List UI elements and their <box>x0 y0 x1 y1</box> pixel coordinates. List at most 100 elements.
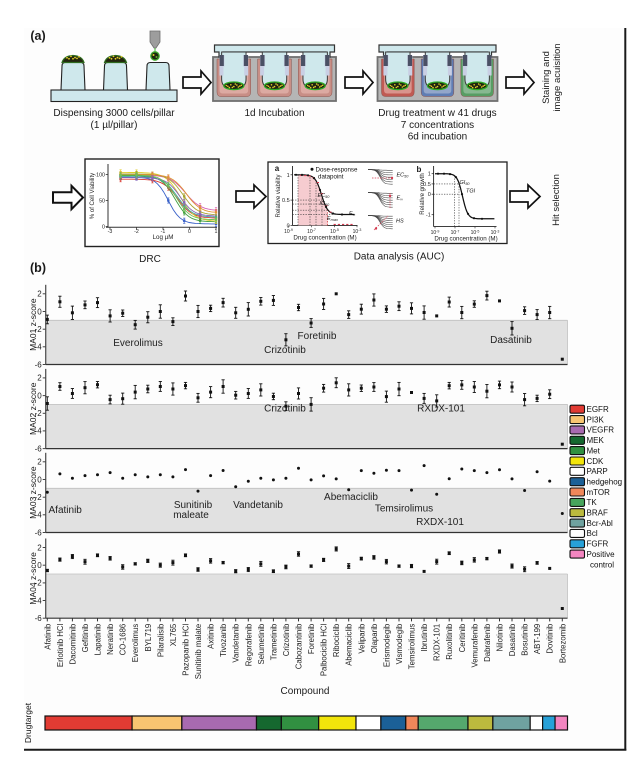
svg-text:HS: HS <box>396 219 404 225</box>
svg-text:1: 1 <box>428 172 431 178</box>
svg-text:Abemaciclib: Abemaciclib <box>324 492 378 503</box>
svg-text:2: 2 <box>37 374 42 383</box>
svg-text:BYL719: BYL719 <box>144 624 153 652</box>
svg-text:Data analysis (AUC): Data analysis (AUC) <box>354 252 445 263</box>
svg-text:50: 50 <box>99 198 105 204</box>
svg-text:Vandetanib: Vandetanib <box>233 500 283 511</box>
svg-text:Crizotinib: Crizotinib <box>264 345 306 356</box>
svg-text:Tivozanib: Tivozanib <box>219 623 228 657</box>
svg-text:-2: -2 <box>134 229 139 235</box>
svg-text:PARP: PARP <box>587 467 608 476</box>
svg-text:Temsirolimus: Temsirolimus <box>408 624 417 670</box>
svg-text:0: 0 <box>287 223 290 229</box>
svg-text:0.5: 0.5 <box>423 182 431 188</box>
svg-text:E∞: E∞ <box>397 196 404 202</box>
svg-text:EC50: EC50 <box>397 173 410 179</box>
svg-text:Met: Met <box>587 446 601 455</box>
svg-text:Pazopanib HCl: Pazopanib HCl <box>181 623 190 675</box>
svg-text:Regorafenib: Regorafenib <box>244 623 253 666</box>
svg-text:10-9: 10-9 <box>284 228 293 235</box>
svg-text:TK: TK <box>587 498 598 507</box>
svg-text:Dispensing 3000 cells/pillar: Dispensing 3000 cells/pillar <box>53 108 175 119</box>
svg-text:Afatinib: Afatinib <box>49 505 83 516</box>
svg-text:Dacomitinib: Dacomitinib <box>68 623 77 664</box>
svg-text:Bcr-Abl: Bcr-Abl <box>587 519 613 528</box>
svg-text:hedgehog: hedgehog <box>587 477 623 486</box>
svg-text:-2: -2 <box>35 409 43 418</box>
svg-text:Neratinib: Neratinib <box>106 623 115 655</box>
svg-text:-1: -1 <box>161 229 166 235</box>
svg-text:Palbociclib HCl: Palbociclib HCl <box>320 623 329 676</box>
svg-text:0: 0 <box>188 229 191 235</box>
svg-text:Olaparib: Olaparib <box>370 623 379 653</box>
svg-text:Positive: Positive <box>587 550 616 559</box>
svg-text:mTOR: mTOR <box>587 488 611 497</box>
svg-text:Ribociclib: Ribociclib <box>332 623 341 657</box>
svg-text:RXDX-101: RXDX-101 <box>433 624 442 661</box>
svg-text:FGFR: FGFR <box>587 540 609 549</box>
svg-text:Drug treatment w 41 drugs: Drug treatment w 41 drugs <box>378 108 496 119</box>
svg-text:Temsirolimus: Temsirolimus <box>375 504 433 515</box>
svg-text:Relative growth: Relative growth <box>420 173 426 214</box>
svg-text:6d incubation: 6d incubation <box>408 132 468 143</box>
svg-text:-4: -4 <box>35 596 43 605</box>
svg-text:Emax: Emax <box>327 216 339 222</box>
svg-text:Vismodegib: Vismodegib <box>395 623 404 664</box>
svg-text:Erismodegib: Erismodegib <box>382 623 391 667</box>
svg-text:MA03 z-score: MA03 z-score <box>28 466 38 519</box>
svg-text:-2: -2 <box>35 579 43 588</box>
svg-text:Sunitinib: Sunitinib <box>174 500 213 511</box>
svg-text:Sunitinib malate: Sunitinib malate <box>194 624 203 679</box>
svg-text:Dovitinib: Dovitinib <box>546 623 555 654</box>
svg-text:Veliparib: Veliparib <box>357 623 366 654</box>
svg-text:Dasatinib: Dasatinib <box>490 335 532 346</box>
svg-text:MA02 z-score: MA02 z-score <box>28 382 38 435</box>
svg-text:Lapatinib: Lapatinib <box>94 623 103 655</box>
svg-text:2: 2 <box>37 458 42 467</box>
svg-text:% of Cell Viability: % of Cell Viability <box>90 173 96 219</box>
svg-text:2: 2 <box>37 290 42 299</box>
svg-text:10-9: 10-9 <box>431 229 440 236</box>
svg-text:-3: -3 <box>108 229 113 235</box>
svg-text:Abemaciclib: Abemaciclib <box>345 623 354 666</box>
svg-text:Ruxolitinib: Ruxolitinib <box>445 623 454 660</box>
svg-text:Bortezomib: Bortezomib <box>558 623 567 663</box>
svg-text:RXDX-101: RXDX-101 <box>416 517 464 528</box>
svg-text:Everolimus: Everolimus <box>113 338 162 349</box>
svg-text:Ceritinib: Ceritinib <box>458 623 467 652</box>
svg-text:Drug concentration (M): Drug concentration (M) <box>434 236 497 243</box>
svg-text:Afatinib: Afatinib <box>43 623 52 650</box>
svg-text:Log µM: Log µM <box>153 234 174 241</box>
svg-text:BRAF: BRAF <box>587 509 608 518</box>
svg-text:10-5: 10-5 <box>471 229 480 236</box>
svg-text:(1 µl/pillar): (1 µl/pillar) <box>91 120 138 131</box>
svg-text:ABT-199: ABT-199 <box>533 624 542 654</box>
svg-text:0: 0 <box>37 391 42 400</box>
svg-text:-6: -6 <box>35 614 43 623</box>
svg-text:datapoint: datapoint <box>318 174 344 181</box>
svg-text:Vandetanib: Vandetanib <box>232 623 241 663</box>
svg-text:-2: -2 <box>35 325 43 334</box>
svg-text:control: control <box>590 561 614 570</box>
svg-text:Dabrafenib: Dabrafenib <box>483 623 492 662</box>
svg-text:10-7: 10-7 <box>451 229 460 236</box>
svg-text:Vemurafenib: Vemurafenib <box>470 623 479 667</box>
svg-text:Crizotinib: Crizotinib <box>282 623 291 656</box>
svg-text:b: b <box>417 165 422 174</box>
svg-text:Trametinib: Trametinib <box>269 623 278 660</box>
svg-text:Drugtarget: Drugtarget <box>23 702 33 743</box>
svg-text:EC50: EC50 <box>318 193 331 199</box>
svg-text:7 concentrations: 7 concentrations <box>401 120 474 131</box>
svg-text:-6: -6 <box>35 360 43 369</box>
svg-text:-2: -2 <box>35 493 43 502</box>
svg-text:RXDX-101: RXDX-101 <box>417 404 465 415</box>
svg-text:Hit selection: Hit selection <box>551 174 562 226</box>
svg-text:10-5: 10-5 <box>330 228 339 235</box>
svg-text:1d Incubation: 1d Incubation <box>244 108 304 119</box>
svg-text:Foretinib: Foretinib <box>298 331 337 342</box>
svg-text:Everolimus: Everolimus <box>131 624 140 663</box>
svg-text:DRC: DRC <box>139 254 161 265</box>
svg-text:MEK: MEK <box>587 436 605 445</box>
svg-text:-4: -4 <box>35 343 43 352</box>
svg-text:(a): (a) <box>30 29 45 43</box>
